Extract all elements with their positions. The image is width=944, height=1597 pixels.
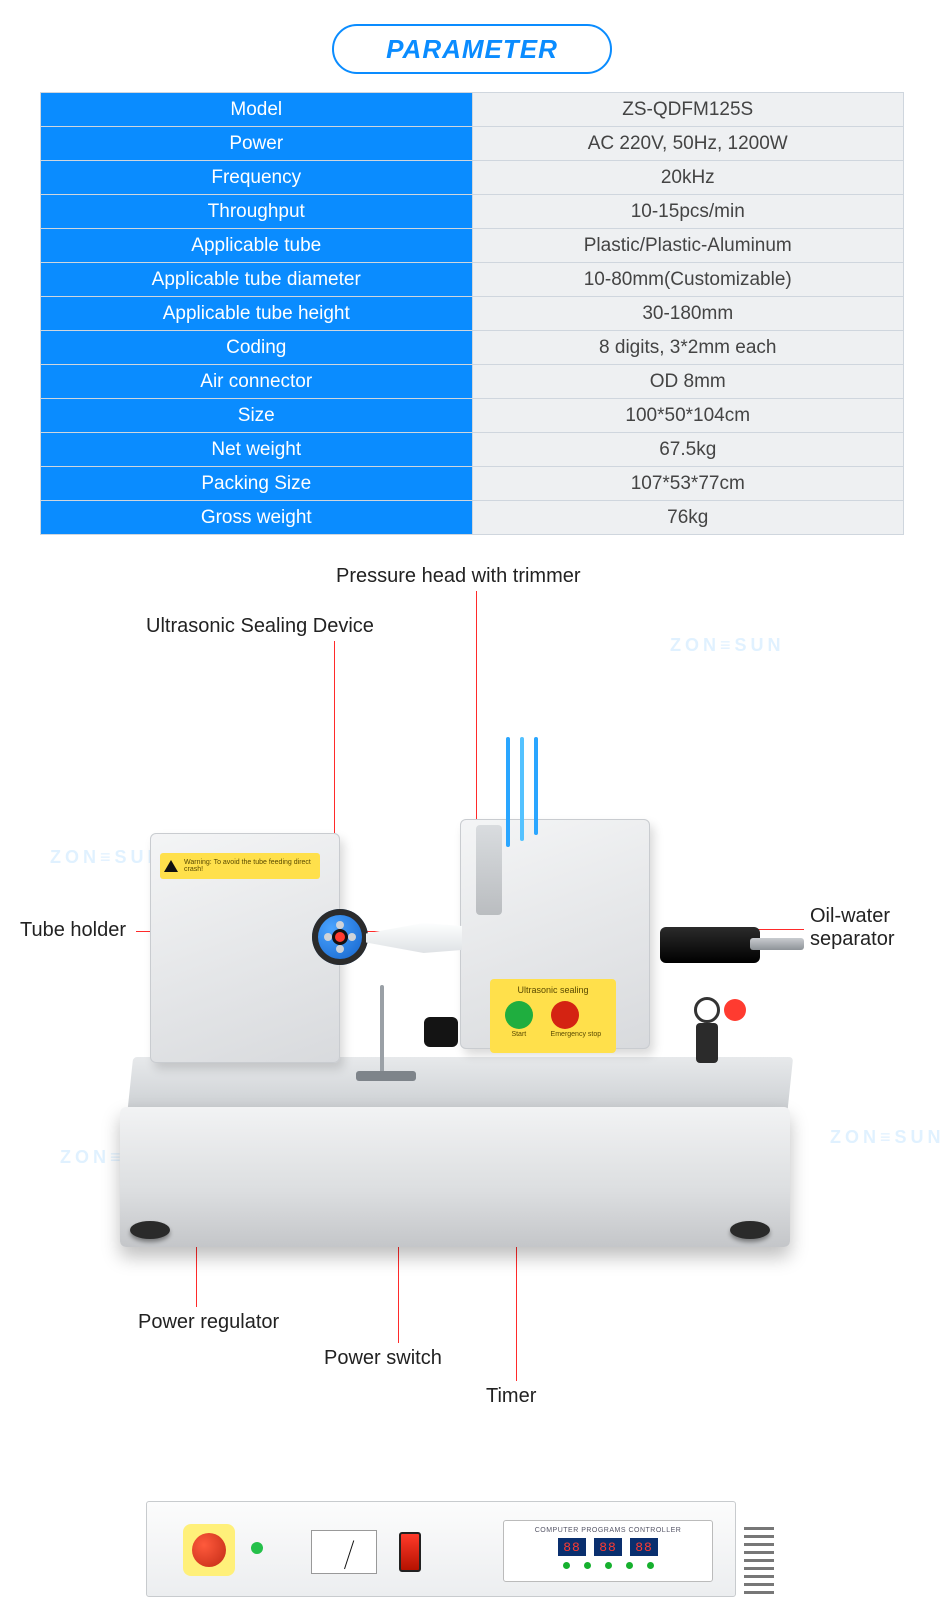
- table-row: Applicable tube height30-180mm: [41, 297, 904, 331]
- table-row: Coding8 digits, 3*2mm each: [41, 331, 904, 365]
- param-key: Size: [41, 399, 473, 433]
- param-value: 107*53*77cm: [472, 467, 904, 501]
- param-key: Applicable tube: [41, 229, 473, 263]
- param-value: 30-180mm: [472, 297, 904, 331]
- callout-pressure-head: Pressure head with trimmer: [336, 565, 581, 588]
- pneumatic-tube: [520, 737, 524, 841]
- param-value: OD 8mm: [472, 365, 904, 399]
- table-row: PowerAC 220V, 50Hz, 1200W: [41, 127, 904, 161]
- emergency-stop-button[interactable]: [551, 1001, 579, 1029]
- oil-water-separator: [690, 997, 750, 1067]
- param-value: 76kg: [472, 501, 904, 535]
- power-switch[interactable]: [399, 1532, 421, 1572]
- param-key: Power: [41, 127, 473, 161]
- pneumatic-tube: [534, 737, 538, 835]
- param-value: 10-80mm(Customizable): [472, 263, 904, 297]
- param-key: Applicable tube height: [41, 297, 473, 331]
- regulator-knob[interactable]: [724, 999, 746, 1021]
- us-panel-title: Ultrasonic sealing: [496, 985, 610, 995]
- param-key: Net weight: [41, 433, 473, 467]
- sealing-horn: [366, 923, 462, 953]
- machine-illustration: COMPUTER PROGRAMS CONTROLLER 88 88 88: [130, 737, 820, 1267]
- callout-timer: Timer: [486, 1385, 536, 1408]
- callout-tube-holder: Tube holder: [20, 919, 126, 942]
- tube-holder-post: [380, 985, 384, 1079]
- pressure-gauge: [694, 997, 720, 1023]
- machine-diagram: ZON≡SUN ZON≡SUN ZON≡SUN ZON≡SUN ZON≡SUN …: [0, 547, 944, 1417]
- param-value: ZS-QDFM125S: [472, 93, 904, 127]
- table-row: Air connectorOD 8mm: [41, 365, 904, 399]
- param-value: 67.5kg: [472, 433, 904, 467]
- section-header-parameter: PARAMETER: [332, 24, 612, 74]
- output-chute: [660, 927, 760, 963]
- table-row: Throughput10-15pcs/min: [41, 195, 904, 229]
- callout-power-regulator: Power regulator: [138, 1311, 279, 1334]
- filter-bowl: [696, 1023, 718, 1063]
- param-key: Packing Size: [41, 467, 473, 501]
- table-row: ModelZS-QDFM125S: [41, 93, 904, 127]
- param-value: 20kHz: [472, 161, 904, 195]
- pressure-head-trimmer: [476, 825, 502, 915]
- timer-led: [647, 1562, 654, 1569]
- control-panel: COMPUTER PROGRAMS CONTROLLER 88 88 88: [146, 1501, 736, 1597]
- param-value: 8 digits, 3*2mm each: [472, 331, 904, 365]
- power-indicator-led: [251, 1542, 263, 1554]
- timer-led: [584, 1562, 591, 1569]
- section-header-label: PARAMETER: [386, 34, 558, 65]
- warning-icon: [164, 860, 178, 872]
- param-key: Frequency: [41, 161, 473, 195]
- tube-holder-base: [356, 1071, 416, 1081]
- warning-label: Warning: To avoid the tube feeding direc…: [160, 853, 320, 879]
- param-key: Model: [41, 93, 473, 127]
- param-key: Coding: [41, 331, 473, 365]
- ultrasonic-sealing-head: [312, 909, 368, 965]
- callout-ultrasonic-sealing-device: Ultrasonic Sealing Device: [146, 615, 374, 638]
- machine-base-front: COMPUTER PROGRAMS CONTROLLER 88 88 88: [120, 1107, 790, 1247]
- param-key: Applicable tube diameter: [41, 263, 473, 297]
- param-key: Throughput: [41, 195, 473, 229]
- table-row: Packing Size107*53*77cm: [41, 467, 904, 501]
- pneumatic-tube: [506, 737, 510, 847]
- param-value: 100*50*104cm: [472, 399, 904, 433]
- ultrasonic-sealing-panel: Ultrasonic sealing Start Emergency stop: [490, 979, 616, 1053]
- timer-led: [626, 1562, 633, 1569]
- timer-digit: 88: [594, 1538, 622, 1556]
- power-regulator-knob[interactable]: [183, 1524, 235, 1576]
- table-row: Applicable tubePlastic/Plastic-Aluminum: [41, 229, 904, 263]
- timer-led: [605, 1562, 612, 1569]
- ammeter-gauge: [311, 1530, 377, 1574]
- timer-digit: 88: [558, 1538, 586, 1556]
- start-button-label: Start: [505, 1031, 533, 1038]
- table-row: Gross weight76kg: [41, 501, 904, 535]
- ultrasonic-unit-housing: Warning: To avoid the tube feeding direc…: [150, 833, 340, 1063]
- callout-oil-water-separator: Oil-water separator: [810, 905, 895, 951]
- vent-slots: [744, 1527, 774, 1597]
- timer-led: [563, 1562, 570, 1569]
- machine-foot: [130, 1221, 170, 1239]
- pneumatic-tubes: [490, 737, 570, 847]
- table-row: Frequency20kHz: [41, 161, 904, 195]
- machine-foot: [730, 1221, 770, 1239]
- param-value: AC 220V, 50Hz, 1200W: [472, 127, 904, 161]
- timer-digit: 88: [630, 1538, 658, 1556]
- param-value: 10-15pcs/min: [472, 195, 904, 229]
- param-key: Gross weight: [41, 501, 473, 535]
- table-row: Net weight67.5kg: [41, 433, 904, 467]
- warning-text: Warning: To avoid the tube feeding direc…: [184, 859, 316, 873]
- timer-controller[interactable]: COMPUTER PROGRAMS CONTROLLER 88 88 88: [503, 1520, 713, 1582]
- table-row: Size100*50*104cm: [41, 399, 904, 433]
- start-button[interactable]: [505, 1001, 533, 1029]
- watermark: ZON≡SUN: [670, 635, 785, 656]
- param-value: Plastic/Plastic-Aluminum: [472, 229, 904, 263]
- timer-controller-title: COMPUTER PROGRAMS CONTROLLER: [512, 1527, 704, 1534]
- param-key: Air connector: [41, 365, 473, 399]
- callout-power-switch: Power switch: [324, 1347, 442, 1370]
- table-row: Applicable tube diameter10-80mm(Customiz…: [41, 263, 904, 297]
- parameter-table: ModelZS-QDFM125SPowerAC 220V, 50Hz, 1200…: [40, 92, 904, 535]
- emergency-stop-label: Emergency stop: [551, 1031, 602, 1038]
- tube-holder-clamp[interactable]: [424, 1017, 458, 1047]
- watermark: ZON≡SUN: [830, 1127, 944, 1148]
